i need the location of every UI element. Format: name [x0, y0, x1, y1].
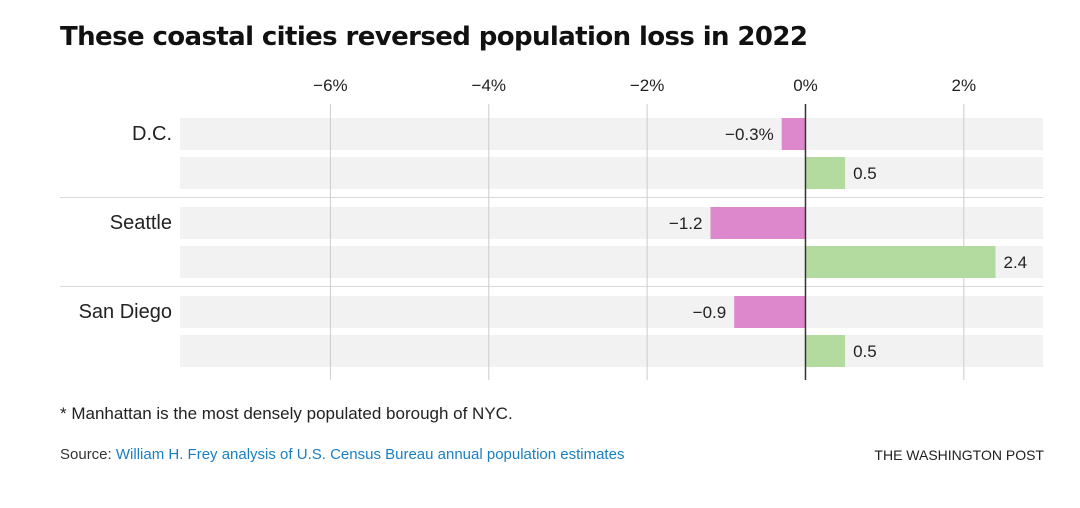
data-label: −1.2	[669, 214, 703, 233]
data-label: 2.4	[1003, 253, 1027, 272]
bar-negative	[781, 118, 806, 150]
source-link[interactable]: William H. Frey analysis of U.S. Census …	[115, 446, 625, 463]
row-background	[180, 335, 1043, 367]
chart-title: These coastal cities reversed population…	[60, 22, 808, 52]
x-tick-label: −4%	[472, 76, 507, 95]
bar-chart: −6% −4% −2% 0% 2% D.C. −0.3% 0.5 Seattle −1.2 2.4 S…	[60, 76, 1043, 380]
bar-positive	[805, 157, 846, 189]
category-label: D.C.	[132, 123, 172, 145]
source-line: Source: William H. Frey analysis of U.S.…	[60, 446, 624, 463]
row-background	[180, 207, 1043, 239]
bar-positive	[805, 335, 846, 367]
x-tick-label: 0%	[793, 76, 818, 95]
x-tick-label: −6%	[313, 76, 348, 95]
data-label: 0.5	[853, 342, 877, 361]
category-label: San Diego	[79, 301, 172, 323]
bar-negative	[734, 296, 806, 328]
category-label: Seattle	[110, 212, 172, 234]
row-background	[180, 157, 1043, 189]
data-label: −0.3%	[725, 125, 774, 144]
footnote: * Manhattan is the most densely populate…	[60, 404, 513, 423]
publisher-credit: THE WASHINGTON POST	[874, 447, 1044, 463]
bar-negative	[710, 207, 806, 239]
row-background	[180, 118, 1043, 150]
bar-positive	[805, 246, 996, 278]
x-tick-label: 2%	[952, 76, 977, 95]
row-background	[180, 296, 1043, 328]
data-label: 0.5	[853, 164, 877, 183]
x-tick-label: −2%	[630, 76, 665, 95]
source-label: Source:	[60, 446, 112, 463]
data-label: −0.9	[693, 303, 727, 322]
